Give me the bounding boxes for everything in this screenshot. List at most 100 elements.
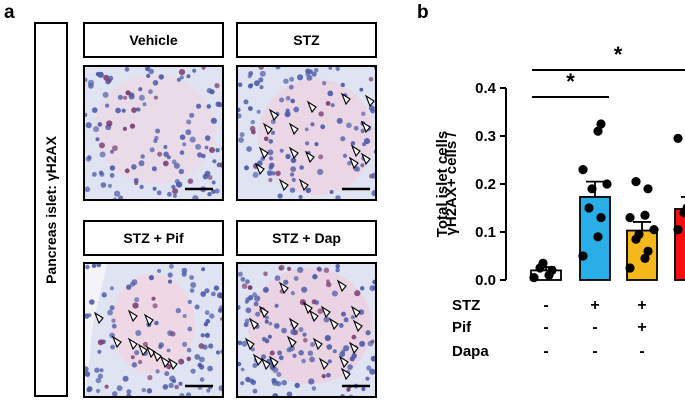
- nucleus: [103, 74, 110, 81]
- bar-chart: γH2AX+ cells / Total islet cells 0.0 0.1 0.…: [434, 42, 685, 360]
- nucleus: [206, 104, 212, 109]
- arrowhead-icon: [348, 156, 359, 170]
- arrowhead-icon: [348, 341, 359, 355]
- nucleus: [311, 71, 317, 77]
- nucleus: [259, 70, 266, 77]
- nucleus: [277, 350, 283, 356]
- arrowhead-icon: [352, 319, 363, 333]
- nucleus: [312, 274, 318, 280]
- nucleus: [281, 327, 287, 334]
- nucleus: [194, 354, 201, 360]
- nucleus: [281, 379, 287, 386]
- nucleus: [195, 143, 202, 150]
- nucleus: [253, 301, 259, 307]
- nucleus: [302, 332, 307, 337]
- nucleus: [256, 109, 261, 114]
- treatment-mark: -: [543, 319, 548, 336]
- nuclei-texture: [85, 67, 222, 199]
- nucleus: [266, 170, 273, 176]
- nucleus: [92, 172, 97, 177]
- nucleus: [307, 350, 314, 356]
- nucleus: [157, 268, 162, 273]
- nucleus: [92, 107, 98, 113]
- treatment-mark: +: [637, 297, 646, 314]
- nucleus: [370, 355, 375, 362]
- nucleus: [371, 190, 375, 197]
- nucleus: [96, 264, 102, 268]
- nucleus: [371, 172, 375, 179]
- data-point: [625, 263, 635, 273]
- nucleus: [214, 83, 220, 89]
- nucleus: [252, 388, 258, 394]
- nucleus: [291, 177, 296, 182]
- nucleus: [95, 377, 102, 384]
- nucleus: [111, 318, 116, 323]
- nucleus: [292, 353, 297, 358]
- nucleus: [304, 127, 309, 132]
- significance-star: *: [614, 42, 623, 67]
- nucleus: [318, 154, 324, 160]
- nucleus: [326, 281, 332, 288]
- micrograph-vehicle: [83, 65, 224, 201]
- micrograph-vehicle-art: [85, 67, 222, 199]
- arrowhead-icon: [260, 357, 271, 371]
- arrowhead-icon: [340, 367, 351, 381]
- nucleus: [368, 76, 374, 82]
- nucleus: [274, 303, 279, 308]
- nucleus: [221, 146, 222, 151]
- nucleus: [204, 170, 211, 177]
- data-point: [640, 210, 650, 220]
- nucleus: [179, 134, 186, 140]
- nucleus: [99, 142, 105, 149]
- nucleus: [211, 180, 216, 185]
- condition-label-stz: STZ: [236, 22, 377, 58]
- nucleus: [148, 68, 154, 75]
- nucleus: [209, 89, 215, 95]
- nucleus: [112, 391, 118, 396]
- nucleus: [238, 113, 242, 119]
- nucleus: [152, 303, 158, 309]
- nucleus: [204, 288, 210, 294]
- nucleus: [194, 304, 200, 310]
- data-point: [682, 203, 685, 213]
- nucleus: [324, 335, 331, 342]
- nucleus: [290, 291, 295, 296]
- nucleus: [297, 74, 304, 81]
- nucleus: [190, 368, 196, 374]
- nucleus: [116, 385, 123, 392]
- nucleus: [88, 83, 94, 89]
- nucleus: [135, 107, 140, 112]
- arrowhead-icon: [258, 305, 269, 319]
- nucleus: [137, 359, 143, 365]
- nucleus: [121, 108, 126, 113]
- nucleus: [155, 128, 161, 134]
- nucleus: [263, 136, 269, 142]
- data-point: [649, 225, 659, 235]
- nucleus: [138, 87, 143, 92]
- nucleus: [214, 188, 220, 194]
- nucleus: [275, 67, 281, 70]
- nucleus: [289, 187, 296, 193]
- nucleus: [338, 323, 344, 328]
- nucleus: [85, 366, 89, 373]
- nucleus: [241, 283, 248, 289]
- nucleus: [211, 189, 216, 194]
- nucleus: [192, 68, 197, 73]
- nucleus: [299, 165, 304, 170]
- nucleus: [258, 67, 264, 70]
- arrowhead-icon: [137, 343, 148, 357]
- nucleus: [253, 396, 257, 398]
- arrowhead-icon: [340, 92, 351, 106]
- nucleus: [278, 355, 284, 361]
- nucleus: [168, 382, 174, 389]
- nucleus: [311, 299, 317, 305]
- nucleus: [271, 130, 275, 135]
- nucleus: [279, 148, 284, 153]
- nucleus: [167, 279, 173, 284]
- nucleus: [238, 361, 242, 367]
- nucleus: [374, 101, 375, 105]
- nucleus: [85, 112, 88, 117]
- nucleus: [327, 90, 334, 97]
- nucleus: [325, 101, 331, 106]
- arrowhead-icon: [111, 335, 122, 349]
